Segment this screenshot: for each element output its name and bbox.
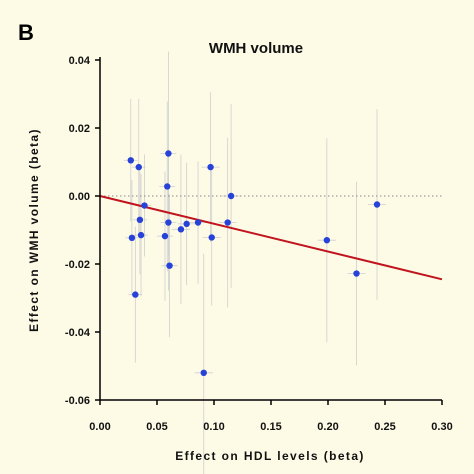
data-point bbox=[164, 183, 171, 190]
data-point bbox=[207, 163, 214, 171]
x-tick-label: 0.30 bbox=[431, 421, 452, 433]
y-tick-label: -0.06 bbox=[65, 395, 90, 407]
x-tick-label: 0.20 bbox=[317, 421, 338, 433]
data-point bbox=[166, 262, 173, 269]
panel-label: B bbox=[18, 20, 34, 45]
data-point bbox=[224, 219, 231, 226]
data-point bbox=[141, 202, 148, 209]
data-point bbox=[194, 219, 202, 226]
data-point bbox=[137, 231, 145, 239]
y-tick-label: -0.04 bbox=[65, 327, 91, 339]
y-tick-label: 0.02 bbox=[69, 123, 90, 135]
y-tick-label: -0.02 bbox=[65, 259, 90, 271]
data-point bbox=[353, 270, 360, 277]
data-point bbox=[183, 220, 190, 228]
data-point bbox=[177, 226, 185, 233]
x-axis-ticks: 0.00 0.05 0.10 0.15 0.20 0.25 0.30 bbox=[89, 400, 453, 433]
data-point bbox=[227, 192, 235, 200]
data-point bbox=[136, 216, 144, 223]
y-axis-ticks: 0.04 0.02 0.00 -0.02 -0.04 -0.06 bbox=[65, 55, 100, 407]
data-point bbox=[200, 369, 207, 376]
x-tick-label: 0.10 bbox=[203, 421, 224, 433]
x-axis-title: Effect on HDL levels (beta) bbox=[175, 449, 365, 463]
regression-line bbox=[99, 195, 443, 281]
chart-title: WMH volume bbox=[209, 40, 303, 57]
data-point bbox=[165, 150, 172, 157]
y-axis-title: Effect on WMH volume (beta) bbox=[27, 128, 41, 332]
data-point bbox=[128, 234, 136, 242]
x-tick-label: 0.15 bbox=[260, 421, 281, 433]
data-point bbox=[132, 291, 139, 298]
data-point bbox=[135, 163, 142, 171]
x-tick-label: 0.00 bbox=[89, 421, 110, 433]
x-tick-label: 0.25 bbox=[374, 421, 395, 433]
data-point bbox=[373, 201, 381, 208]
data-point bbox=[161, 232, 169, 240]
data-point bbox=[127, 157, 134, 164]
y-tick-label: 0.00 bbox=[69, 191, 90, 203]
data-points bbox=[127, 150, 381, 376]
x-tick-label: 0.05 bbox=[146, 421, 167, 433]
data-point bbox=[165, 219, 172, 226]
data-point bbox=[208, 234, 215, 241]
data-point bbox=[323, 237, 331, 244]
y-tick-label: 0.04 bbox=[69, 55, 91, 67]
